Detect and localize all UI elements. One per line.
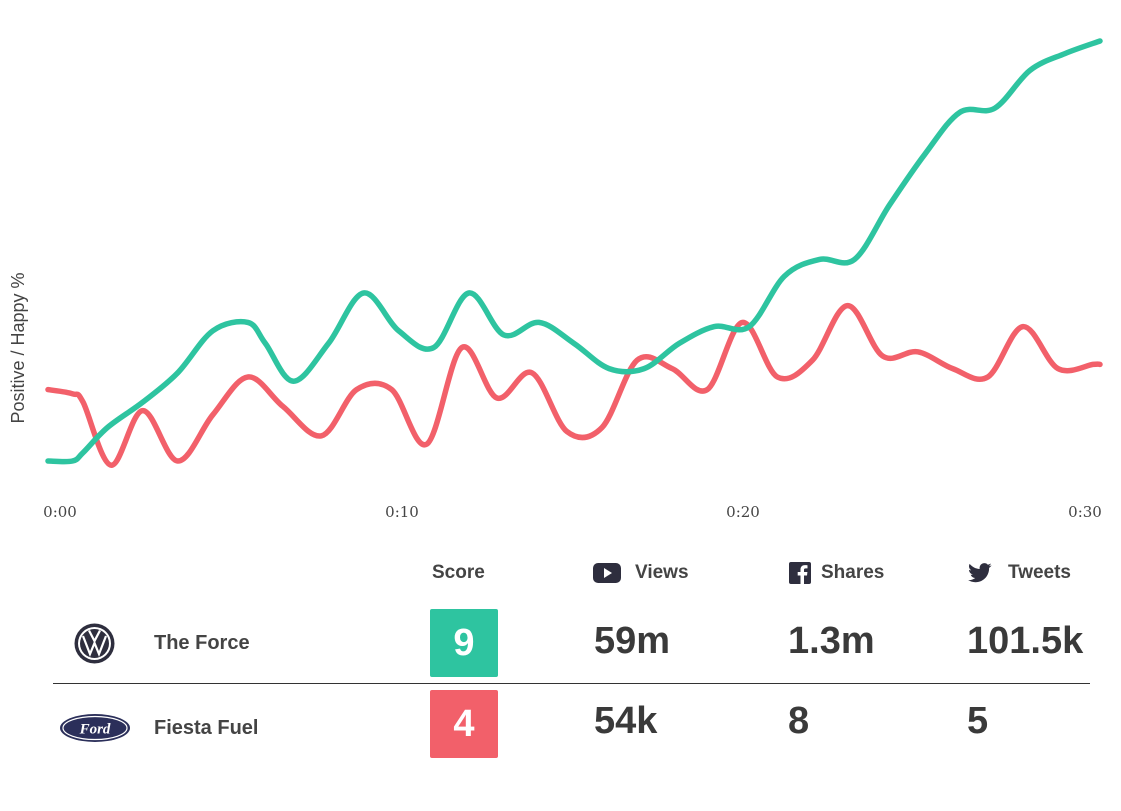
- views-header: Views: [593, 560, 689, 586]
- x-tick-label: 0:10: [385, 503, 419, 521]
- x-tick-label: 0:00: [43, 503, 77, 521]
- score-badge: 4: [430, 690, 498, 758]
- facebook-icon: [789, 562, 811, 584]
- score-header: Score: [432, 560, 485, 586]
- score-header-label: Score: [432, 562, 485, 583]
- y-axis-label: Positive / Happy %: [8, 272, 28, 423]
- tweets-value: 101.5k: [967, 620, 1084, 662]
- views-value: 59m: [594, 620, 671, 662]
- negative-series-line: [45, 302, 1103, 468]
- row-name: Fiesta Fuel: [154, 717, 259, 739]
- tweets-value: 5: [967, 700, 989, 742]
- row-divider: [53, 683, 1090, 684]
- x-tick-label: 0:20: [726, 503, 760, 521]
- positive-series-line: [45, 38, 1103, 465]
- score-badge: 9: [430, 609, 498, 677]
- tweets-header: Tweets: [968, 560, 1071, 586]
- ford-logo: Ford: [60, 714, 130, 742]
- shares-value: 1.3m: [788, 620, 875, 662]
- shares-header: Shares: [789, 560, 884, 586]
- x-tick-label: 0:30: [1068, 503, 1102, 521]
- tweets-header-label: Tweets: [1008, 562, 1072, 583]
- twitter-icon: [968, 563, 992, 583]
- row-name: The Force: [154, 632, 250, 654]
- sentiment-line-chart: Positive / Happy % 0:00 0:10 0:20 0:30: [8, 38, 1103, 521]
- views-value: 54k: [594, 700, 658, 742]
- shares-value: 8: [788, 700, 810, 742]
- svg-text:Ford: Ford: [79, 722, 111, 738]
- shares-header-label: Shares: [821, 562, 885, 583]
- views-header-label: Views: [635, 562, 689, 583]
- youtube-icon: [593, 563, 621, 583]
- volkswagen-logo: [74, 623, 115, 664]
